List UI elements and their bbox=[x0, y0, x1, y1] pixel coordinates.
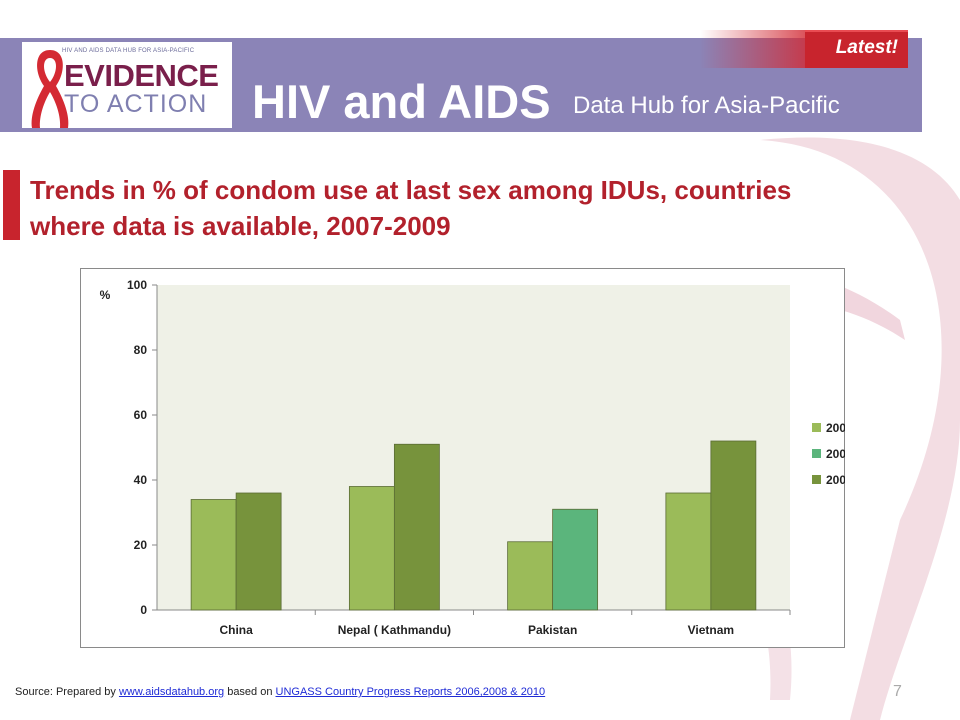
legend-swatch-2007 bbox=[812, 423, 821, 432]
bar-2009-3 bbox=[710, 440, 757, 611]
legend-label-2008: 2008 bbox=[826, 447, 845, 461]
legend-swatch-2008 bbox=[812, 449, 821, 458]
source-middle: based on bbox=[224, 686, 276, 698]
title-accent-bar bbox=[3, 170, 20, 240]
source-link-ungass[interactable]: UNGASS Country Progress Reports 2006,200… bbox=[275, 686, 546, 698]
legend-label-2009: 2009 bbox=[826, 473, 845, 487]
latest-badge-label: Latest! bbox=[835, 37, 898, 58]
bar-2007-1 bbox=[348, 486, 395, 611]
bar-chart: 0 20 40 60 80 100% China Nepal ( Kathmandu) Paki… bbox=[100, 278, 845, 637]
y-tick-label: 40 bbox=[134, 473, 148, 487]
y-tick-label: 60 bbox=[134, 408, 148, 422]
x-tick-label: Pakistan bbox=[528, 623, 577, 637]
page-number: 7 bbox=[893, 683, 902, 700]
legend-swatch-2009 bbox=[812, 475, 821, 484]
x-tick-label: China bbox=[219, 623, 253, 637]
header-title: HIV and AIDS bbox=[252, 75, 551, 128]
header-subtitle: Data Hub for Asia-Pacific bbox=[573, 92, 840, 119]
logo-tagline: HIV AND AIDS DATA HUB FOR ASIA-PACIFIC bbox=[62, 48, 195, 54]
bar-2007-0 bbox=[190, 499, 237, 611]
source-note: Source: Prepared by www.aidsdatahub.org … bbox=[15, 686, 545, 698]
bar-2009-1 bbox=[393, 443, 440, 611]
source-prefix: Source: Prepared by bbox=[15, 686, 119, 698]
bar-2007-2 bbox=[507, 541, 554, 611]
x-tick-label: Vietnam bbox=[688, 623, 734, 637]
legend-label-2007: 2007 bbox=[826, 421, 845, 435]
y-tick-label: 20 bbox=[134, 538, 148, 552]
bar-2009-0 bbox=[235, 492, 282, 611]
bar-2008-2 bbox=[552, 508, 599, 611]
slide-title: Trends in % of condom use at last sex am… bbox=[30, 175, 792, 241]
logo-evidence: EVIDENCE bbox=[64, 58, 219, 93]
latest-badge: Latest! bbox=[805, 30, 908, 68]
x-tick-label: Nepal ( Kathmandu) bbox=[338, 623, 451, 637]
y-tick-label: 100 bbox=[127, 278, 147, 292]
red-ribbon-icon bbox=[31, 50, 69, 128]
y-tick-label: 0 bbox=[140, 603, 147, 617]
y-axis-label: % bbox=[100, 288, 111, 302]
bar-2007-3 bbox=[665, 492, 712, 611]
source-link-datahub[interactable]: www.aidsdatahub.org bbox=[118, 686, 225, 698]
logo-to-action: TO ACTION bbox=[64, 90, 208, 118]
y-tick-label: 80 bbox=[134, 343, 148, 357]
